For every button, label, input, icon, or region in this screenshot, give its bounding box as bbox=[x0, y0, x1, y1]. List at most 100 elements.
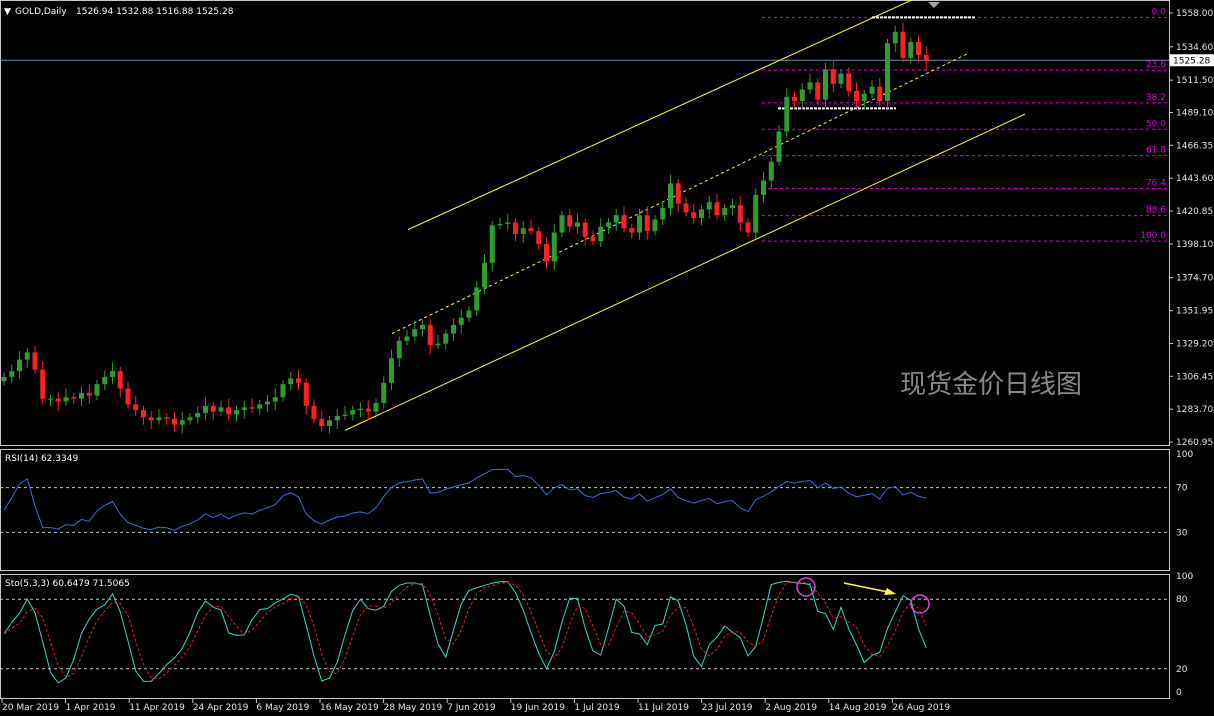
candle-body bbox=[443, 333, 449, 344]
candle-body bbox=[234, 410, 239, 415]
candle-body bbox=[249, 407, 255, 409]
candle-body bbox=[327, 420, 332, 427]
menu-triangle-icon[interactable]: ▼ bbox=[4, 7, 11, 17]
price-tick-label: 1511.50 bbox=[1176, 76, 1213, 86]
candle-body bbox=[730, 205, 735, 208]
candle-body bbox=[55, 398, 61, 402]
ohlc-readout: 1526.94 1532.88 1516.88 1525.28 bbox=[76, 7, 234, 17]
price-tick-label: 1534.60 bbox=[1176, 43, 1213, 53]
candle-body bbox=[768, 161, 774, 181]
candle-body bbox=[148, 417, 154, 421]
fib-level-label: 88.6 bbox=[1146, 206, 1166, 216]
candle-body bbox=[412, 329, 418, 337]
candle-body bbox=[823, 69, 828, 100]
price-tick-label: 1420.85 bbox=[1176, 207, 1213, 217]
candle-body bbox=[203, 405, 208, 414]
date-tick-label: 23 Jul 2019 bbox=[702, 703, 753, 713]
sto-main-line bbox=[3, 580, 927, 684]
candle-body bbox=[466, 310, 472, 318]
candle-body bbox=[458, 317, 464, 325]
candle-body bbox=[621, 215, 627, 229]
date-tick-label: 14 Aug 2019 bbox=[829, 703, 887, 713]
price-tick-label: 1306.45 bbox=[1176, 372, 1213, 382]
candle-body bbox=[520, 228, 526, 234]
candle-body bbox=[861, 93, 867, 102]
candle-body bbox=[613, 215, 619, 223]
fib-level-label: 0.0 bbox=[1152, 7, 1167, 17]
fib-level-label: 100.0 bbox=[1140, 231, 1166, 241]
symbol-label: GOLD,Daily bbox=[15, 7, 67, 17]
candle-body bbox=[125, 388, 131, 405]
candle-body bbox=[575, 222, 580, 227]
candle-body bbox=[815, 82, 821, 100]
candle-body bbox=[784, 96, 790, 132]
candle-body bbox=[389, 358, 394, 383]
fib-level-label: 50.0 bbox=[1146, 119, 1166, 129]
candle-body bbox=[582, 222, 588, 237]
candle-body bbox=[373, 402, 379, 412]
candle-body bbox=[551, 232, 557, 262]
candle-body bbox=[9, 371, 15, 377]
candle-body bbox=[296, 378, 301, 383]
date-tick-label: 28 May 2019 bbox=[384, 703, 443, 713]
price-tick-label: 1260.95 bbox=[1176, 438, 1213, 448]
candle-body bbox=[32, 352, 38, 370]
candle-body bbox=[474, 287, 480, 311]
rsi-tick-label: 30 bbox=[1176, 528, 1188, 538]
candle-body bbox=[187, 417, 193, 421]
date-tick-label: 6 May 2019 bbox=[256, 703, 309, 713]
candle-body bbox=[311, 405, 317, 419]
candle-body bbox=[660, 207, 666, 220]
price-tick-label: 1351.95 bbox=[1176, 307, 1213, 317]
fib-level-label: 76.4 bbox=[1146, 178, 1166, 188]
candle-body bbox=[1, 376, 7, 382]
candle-body bbox=[451, 324, 456, 334]
shift-marker-icon[interactable] bbox=[928, 2, 940, 8]
rsi-tick-label: 100 bbox=[1176, 450, 1193, 460]
channel-lower-line bbox=[344, 113, 1026, 431]
candle-body bbox=[63, 397, 69, 402]
candle-body bbox=[900, 31, 906, 58]
sto-tick-label: 20 bbox=[1176, 665, 1188, 675]
date-tick-label: 1 Apr 2019 bbox=[66, 703, 116, 713]
sto-pane-frame bbox=[0, 574, 1170, 699]
candle-body bbox=[830, 69, 836, 84]
candle-body bbox=[365, 408, 371, 412]
candle-body bbox=[722, 207, 728, 216]
candle-body bbox=[885, 43, 890, 102]
candle-body bbox=[79, 392, 84, 399]
rsi-tick-label: 70 bbox=[1176, 484, 1188, 494]
annotation-arrowhead-icon bbox=[884, 588, 896, 595]
candle-body bbox=[420, 324, 425, 330]
candle-body bbox=[869, 86, 875, 94]
price-pane: 0.0 23.6 38.2 50.0 61.8 76.4 88.6 100.0 bbox=[0, 0, 1169, 434]
price-tick-label: 1466.35 bbox=[1176, 141, 1213, 151]
sto-title: Sto(5,3,3) 60.6479 71.5065 bbox=[5, 579, 130, 589]
candle-body bbox=[164, 417, 170, 419]
candle-body bbox=[350, 410, 356, 415]
candle-body bbox=[513, 222, 518, 234]
candle-body bbox=[590, 236, 596, 242]
candle-body bbox=[179, 420, 185, 425]
candle-body bbox=[303, 382, 309, 406]
candle-body bbox=[606, 222, 611, 227]
candle-body bbox=[923, 54, 929, 61]
sto-tick-label: 0 bbox=[1176, 688, 1182, 698]
candle-body bbox=[40, 369, 46, 399]
candle-body bbox=[48, 398, 53, 400]
candle-body bbox=[195, 413, 201, 418]
candle-body bbox=[637, 215, 642, 233]
candle-body bbox=[117, 371, 123, 389]
candle-body bbox=[280, 384, 286, 398]
current-price-box bbox=[1170, 54, 1214, 67]
candle-body bbox=[342, 414, 348, 416]
date-tick-label: 16 May 2019 bbox=[320, 703, 379, 713]
candle-body bbox=[86, 392, 92, 396]
channel-upper-line bbox=[407, 0, 914, 231]
price-tick-label: 1329.20 bbox=[1176, 339, 1213, 349]
date-tick-label: 11 Jul 2019 bbox=[638, 703, 689, 713]
candle-body bbox=[358, 408, 363, 411]
candle-body bbox=[644, 215, 650, 232]
candle-body bbox=[854, 90, 859, 102]
